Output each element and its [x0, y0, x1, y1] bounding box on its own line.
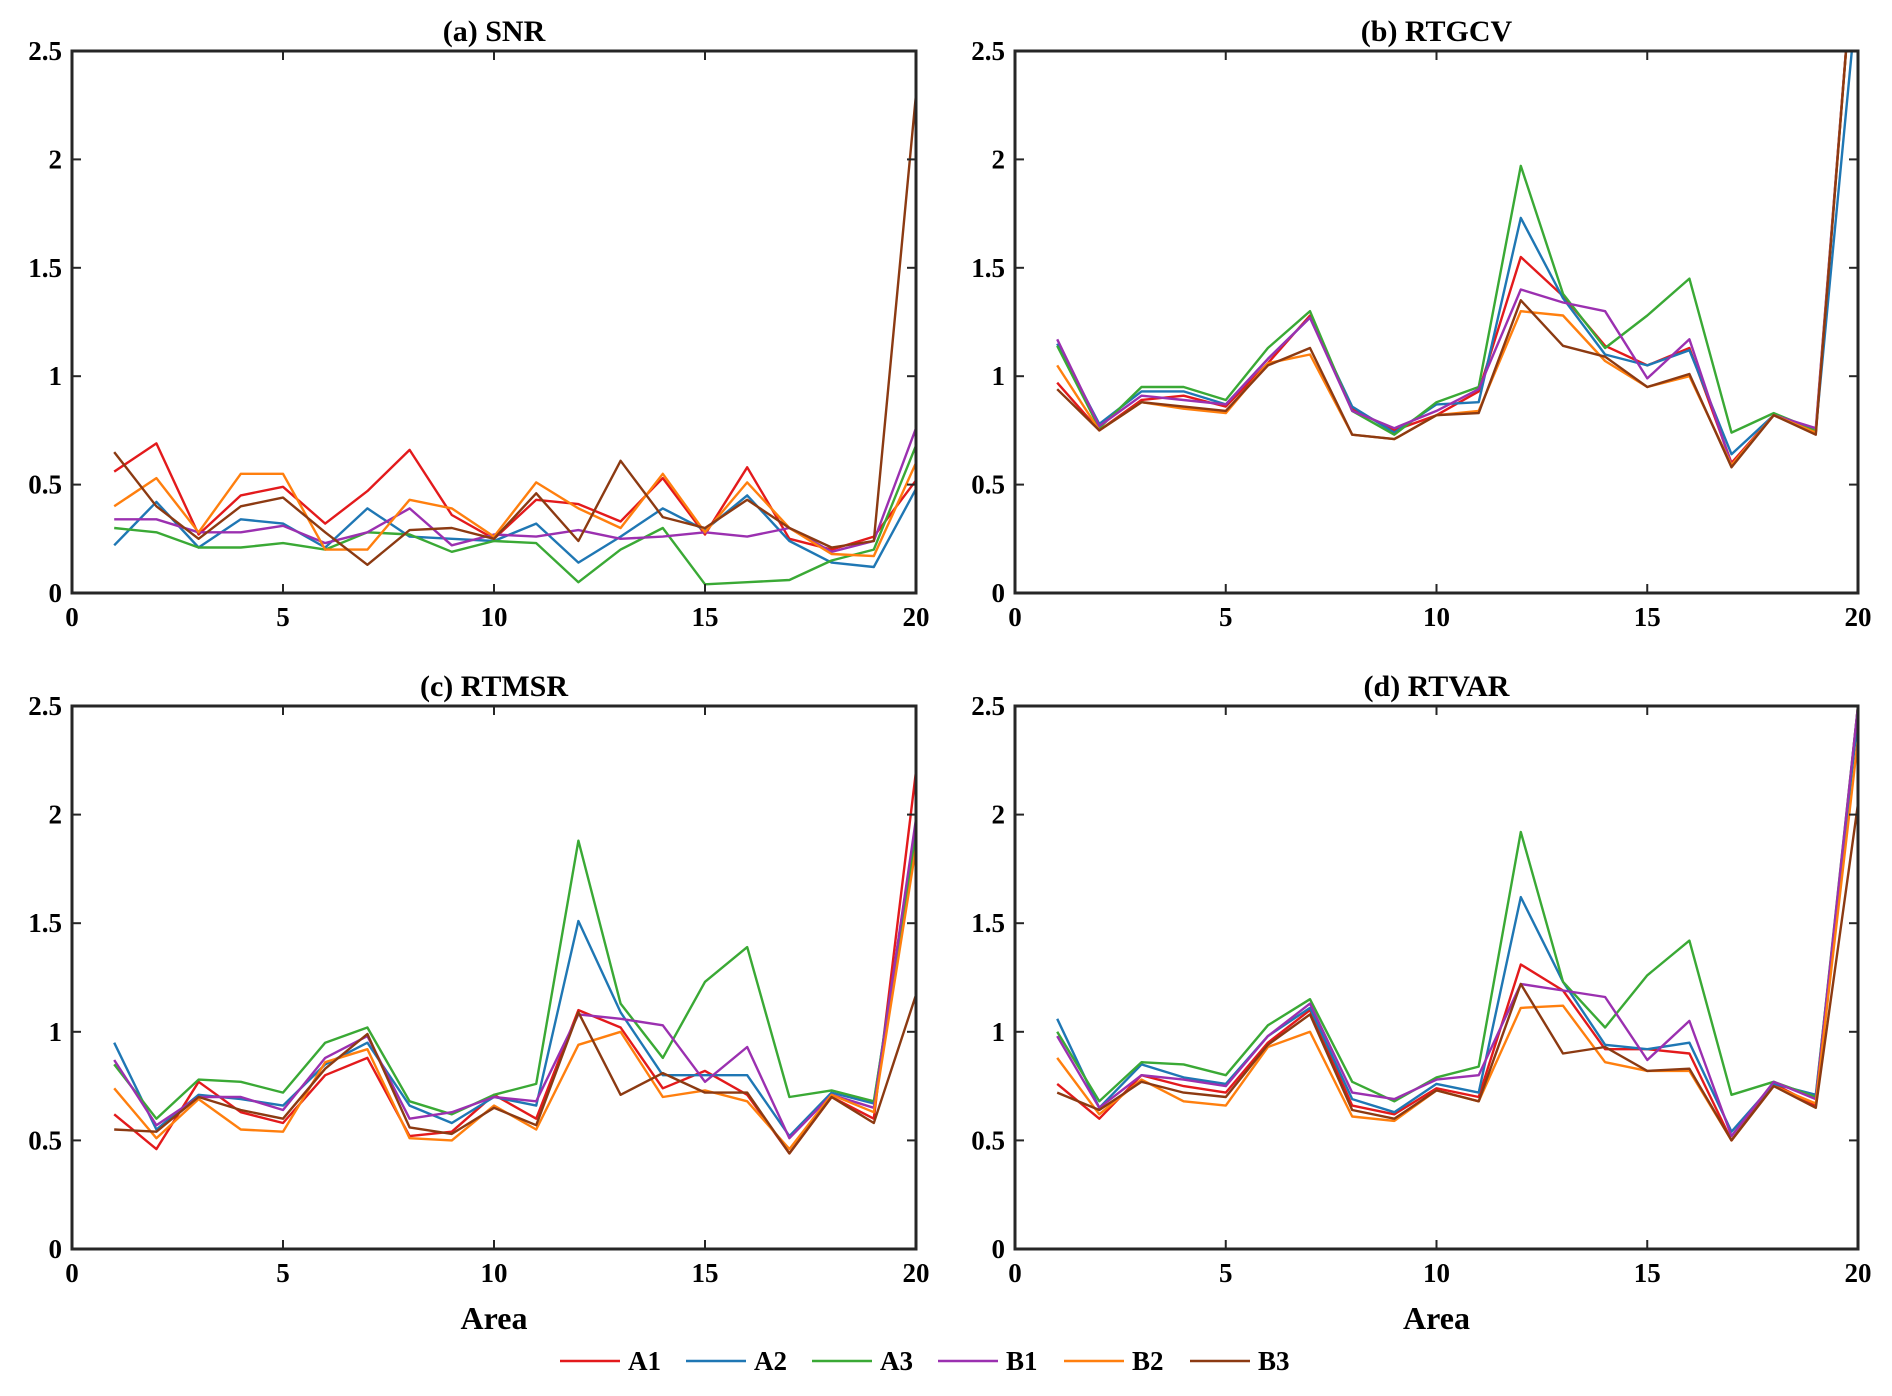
x-tick-label: 0 — [65, 602, 79, 632]
series-line-a3 — [113, 836, 916, 1120]
y-tick-label: 2 — [49, 800, 63, 830]
series-line-b3 — [1056, 51, 1848, 469]
series-line-a1 — [113, 442, 916, 551]
y-tick-label: 1.5 — [28, 908, 62, 938]
x-tick-label: 15 — [1634, 602, 1661, 632]
y-tick-label: 0.5 — [971, 470, 1005, 500]
series-line-b1 — [1056, 51, 1848, 467]
panel-title: (d) RTVAR — [1364, 670, 1510, 703]
series-line-b1 — [1056, 706, 1858, 1138]
x-axis-label: Area — [1403, 1300, 1470, 1336]
y-tick-label: 1 — [49, 1017, 63, 1047]
chart-panel-1: 0 5 10 15 20 0 0.5 1 1.5 2 2.5 (a) SNR — [28, 15, 929, 632]
panel-title: (b) RTGCV — [1361, 15, 1513, 48]
x-tick-label: 15 — [692, 1258, 719, 1288]
legend-label-a1: A1 — [628, 1346, 661, 1376]
chart-panel-4: 0 5 10 15 20 0 0.5 1 1.5 2 2.5 (d) RTVAR Area — [971, 670, 1871, 1336]
x-tick-label: 5 — [276, 602, 290, 632]
series-line-b1 — [114, 427, 916, 553]
y-tick-label: 0.5 — [28, 470, 62, 500]
y-tick-label: 1 — [49, 361, 63, 391]
legend-label-b2: B2 — [1132, 1346, 1164, 1376]
x-tick-label: 10 — [481, 1258, 508, 1288]
x-tick-label: 15 — [1634, 1258, 1661, 1288]
series-line-a2 — [113, 488, 916, 569]
y-tick-label: 2 — [992, 800, 1006, 830]
series-line-a3 — [1056, 706, 1858, 1103]
series-line-b2 — [113, 462, 916, 558]
chart-panel-2: 0 5 10 15 20 0 0.5 1 1.5 2 2.5 (b) RTGCV — [971, 15, 1872, 632]
y-tick-label: 2.5 — [971, 691, 1005, 721]
legend-label-b1: B1 — [1006, 1346, 1038, 1376]
series-line-b1 — [113, 818, 916, 1140]
legend-label-b3: B3 — [1258, 1346, 1290, 1376]
y-tick-label: 2 — [992, 144, 1006, 174]
x-tick-label: 5 — [1219, 602, 1233, 632]
x-tick-label: 10 — [1423, 1258, 1450, 1288]
plot-frame — [70, 49, 918, 595]
x-tick-label: 5 — [276, 1258, 290, 1288]
y-tick-label: 0.5 — [971, 1125, 1005, 1155]
series-group — [113, 771, 916, 1155]
y-tick-label: 1.5 — [971, 908, 1005, 938]
panel-title: (c) RTMSR — [420, 670, 568, 703]
series-line-b2 — [113, 847, 916, 1151]
y-tick-label: 2.5 — [28, 691, 62, 721]
series-line-a3 — [114, 445, 916, 586]
x-tick-label: 10 — [1423, 602, 1450, 632]
x-tick-label: 20 — [903, 602, 930, 632]
legend: A1 A2 A3 B1 B2 B3 — [560, 1346, 1290, 1376]
y-tick-label: 2.5 — [28, 36, 62, 66]
series-line-a1 — [1056, 706, 1858, 1142]
y-tick-label: 2.5 — [971, 36, 1005, 66]
series-line-b3 — [1056, 803, 1858, 1142]
x-tick-label: 20 — [1845, 602, 1872, 632]
series-line-a2 — [1056, 716, 1858, 1133]
x-tick-label: 0 — [1008, 1258, 1022, 1288]
y-tick-label: 1.5 — [971, 253, 1005, 283]
y-tick-label: 1 — [992, 361, 1006, 391]
y-tick-label: 0 — [49, 578, 63, 608]
x-tick-label: 0 — [1008, 602, 1022, 632]
plot-frame — [70, 704, 918, 1251]
y-tick-label: 0 — [992, 578, 1006, 608]
plot-frame — [1013, 49, 1860, 595]
y-tick-label: 2 — [49, 144, 63, 174]
plot-frame — [1013, 704, 1860, 1251]
chart-panel-3: 0 5 10 15 20 0 0.5 1 1.5 2 2.5 (c) RTMSR Area — [28, 670, 929, 1336]
panel-title: (a) SNR — [443, 15, 546, 48]
series-group — [1056, 51, 1854, 469]
series-line-a3 — [1056, 51, 1848, 436]
legend-label-a3: A3 — [880, 1346, 913, 1376]
x-tick-label: 0 — [65, 1258, 79, 1288]
x-tick-label: 5 — [1219, 1258, 1233, 1288]
y-tick-label: 1 — [992, 1017, 1006, 1047]
x-axis-label: Area — [461, 1300, 528, 1336]
series-group — [1056, 706, 1858, 1142]
y-tick-label: 1.5 — [28, 253, 62, 283]
y-tick-label: 0 — [49, 1234, 63, 1264]
x-tick-label: 10 — [481, 602, 508, 632]
legend-label-a2: A2 — [754, 1346, 787, 1376]
series-line-b3 — [114, 994, 916, 1155]
series-group — [113, 94, 916, 586]
series-line-b3 — [113, 94, 916, 566]
x-tick-label: 15 — [692, 602, 719, 632]
x-tick-label: 20 — [1845, 1258, 1872, 1288]
series-line-a2 — [1056, 51, 1854, 456]
x-tick-label: 20 — [903, 1258, 930, 1288]
y-tick-label: 0 — [992, 1234, 1006, 1264]
y-tick-label: 0.5 — [28, 1125, 62, 1155]
